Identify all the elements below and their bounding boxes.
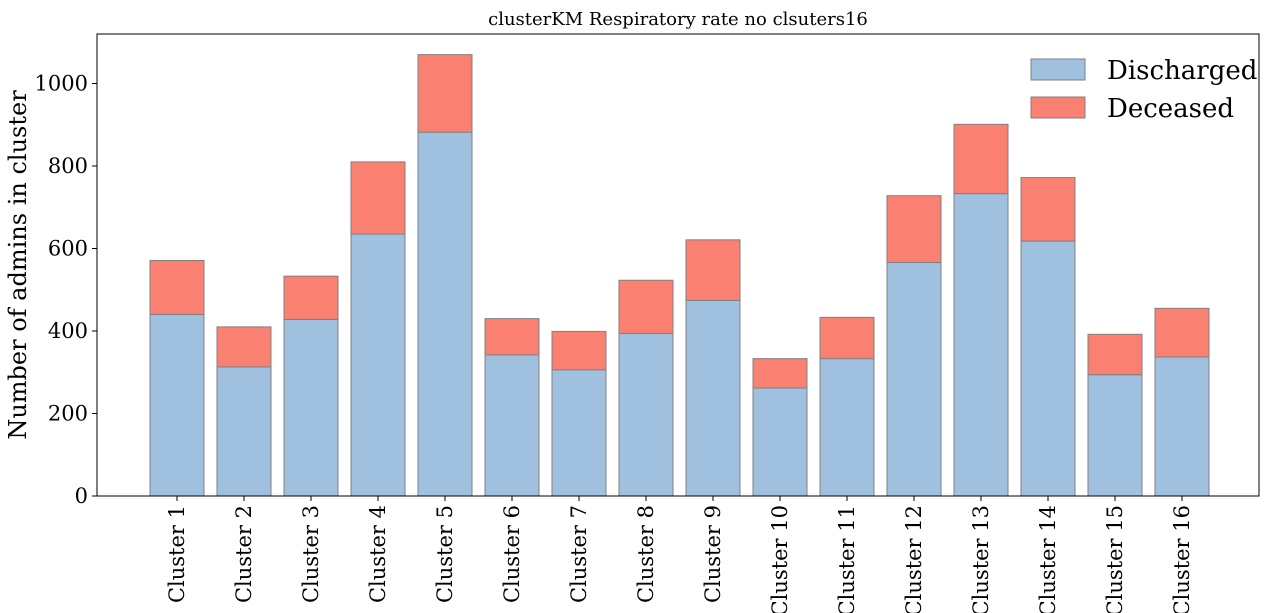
y-tick-label: 800 (48, 154, 88, 178)
y-tick-label: 200 (48, 402, 88, 426)
bar-discharged-cluster-13 (953, 193, 1009, 497)
bar-discharged-cluster-3 (283, 318, 339, 497)
x-tick-label: Cluster 5 (433, 505, 457, 603)
bar-deceased-cluster-7 (551, 330, 607, 371)
x-tick-label: Cluster 1 (165, 505, 189, 603)
x-tick-label: Cluster 15 (1103, 505, 1127, 613)
x-tick-label: Cluster 3 (299, 505, 323, 603)
legend-swatch-discharged (1030, 58, 1086, 81)
bar-deceased-cluster-12 (886, 195, 942, 264)
bar-discharged-cluster-10 (752, 387, 808, 497)
x-tick-label: Cluster 16 (1170, 505, 1194, 613)
x-tick-label: Cluster 7 (567, 505, 591, 603)
y-tick-label: 0 (75, 484, 88, 508)
bar-discharged-cluster-16 (1154, 356, 1210, 497)
x-tick-label: Cluster 14 (1036, 505, 1060, 613)
bar-deceased-cluster-13 (953, 123, 1009, 195)
bar-deceased-cluster-10 (752, 358, 808, 389)
legend: Discharged Deceased (1030, 56, 1257, 124)
legend-swatch-deceased (1030, 96, 1086, 119)
bar-discharged-cluster-8 (618, 332, 674, 497)
chart-title: clusterKM Respiratory rate no clsuters16 (488, 9, 868, 30)
x-tick-label: Cluster 8 (634, 505, 658, 603)
bar-discharged-cluster-12 (886, 262, 942, 497)
bar-deceased-cluster-3 (283, 275, 339, 320)
x-tick-label: Cluster 9 (701, 505, 725, 603)
x-tick-label: Cluster 2 (232, 505, 256, 603)
x-tick-label: Cluster 11 (835, 505, 859, 613)
bar-deceased-cluster-8 (618, 279, 674, 334)
bar-deceased-cluster-4 (350, 161, 406, 235)
legend-label-deceased: Deceased (1107, 94, 1234, 124)
bar-deceased-cluster-11 (819, 316, 875, 360)
bar-discharged-cluster-14 (1020, 240, 1076, 497)
x-tick-label: Cluster 4 (366, 505, 390, 603)
bar-deceased-cluster-5 (417, 54, 473, 133)
bar-deceased-cluster-14 (1020, 177, 1076, 242)
x-tick-label: Cluster 13 (969, 505, 993, 613)
bar-deceased-cluster-16 (1154, 307, 1210, 358)
bar-discharged-cluster-5 (417, 131, 473, 497)
bar-discharged-cluster-11 (819, 358, 875, 497)
y-axis-label: Number of admins in cluster (4, 90, 32, 440)
x-tick-label: Cluster 12 (902, 505, 926, 613)
y-tick-label: 1000 (35, 72, 88, 96)
x-tick-label: Cluster 6 (500, 505, 524, 603)
x-tick-label: Cluster 10 (768, 505, 792, 613)
bar-discharged-cluster-6 (484, 354, 540, 497)
bar-discharged-cluster-9 (685, 299, 741, 497)
bar-deceased-cluster-2 (216, 326, 272, 368)
y-tick-label: 400 (48, 319, 88, 343)
bar-discharged-cluster-2 (216, 366, 272, 497)
bar-deceased-cluster-1 (149, 259, 205, 315)
plot-frame (96, 33, 1260, 497)
bars-group (149, 54, 1210, 497)
bar-discharged-cluster-15 (1087, 374, 1143, 497)
bar-deceased-cluster-6 (484, 318, 540, 356)
bar-deceased-cluster-9 (685, 239, 741, 301)
legend-label-discharged: Discharged (1107, 56, 1257, 86)
y-ticks-group: 0 200 400 600 800 1000 (35, 72, 97, 508)
x-ticks-group: Cluster 1 Cluster 2 Cluster 3 Cluster 4 Clus… (165, 496, 1194, 613)
bar-discharged-cluster-4 (350, 233, 406, 497)
y-tick-label: 600 (48, 237, 88, 261)
bar-discharged-cluster-7 (551, 369, 607, 497)
bar-discharged-cluster-1 (149, 314, 205, 497)
bar-deceased-cluster-15 (1087, 333, 1143, 376)
